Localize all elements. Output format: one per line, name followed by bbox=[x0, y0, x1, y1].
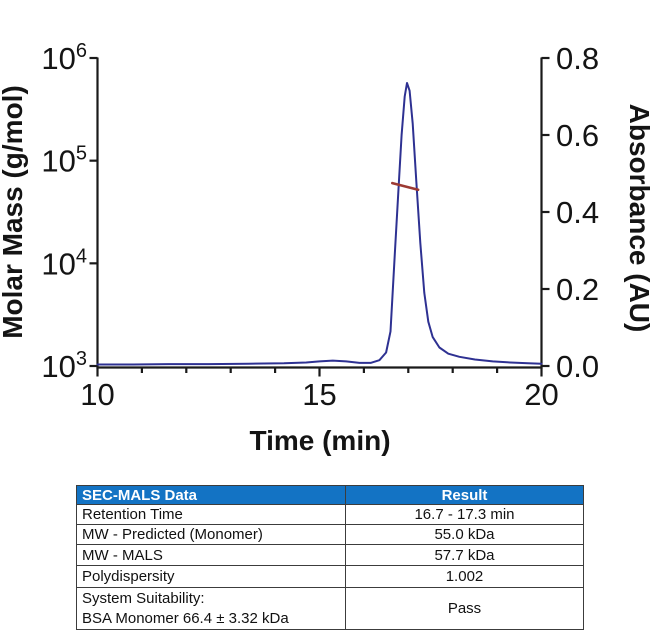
row-label-mw-predicted: MW - Predicted (Monomer) bbox=[76, 524, 346, 545]
left-axis-title: Molar Mass (g/mol) bbox=[0, 85, 28, 339]
row-result-system-suitability: Pass bbox=[345, 587, 584, 630]
table-row: Polydispersity 1.002 bbox=[76, 565, 584, 588]
table-header-row: SEC-MALS Data Result bbox=[76, 485, 584, 505]
mals-molar-mass-segment bbox=[391, 181, 420, 192]
right-axis-tick-label: 0.8 bbox=[556, 41, 599, 76]
table-header-parameter: SEC-MALS Data bbox=[76, 485, 346, 505]
uv-absorbance-trace bbox=[96, 82, 543, 366]
x-axis-tick-label: 20 bbox=[524, 377, 558, 412]
table-header-result: Result bbox=[345, 485, 584, 505]
left-axis-tick-label: 105 bbox=[41, 143, 87, 179]
right-axis-title: Absorbance (AU) bbox=[624, 104, 650, 333]
row-label-polydispersity: Polydispersity bbox=[76, 565, 346, 588]
system-suitability-line2: BSA Monomer 66.4 ± 3.32 kDa bbox=[82, 609, 289, 627]
right-axis-tick-label: 0.6 bbox=[556, 118, 599, 153]
row-result-mw-predicted: 55.0 kDa bbox=[345, 524, 584, 545]
x-axis-tick-label: 15 bbox=[302, 377, 336, 412]
row-label-retention-time: Retention Time bbox=[76, 504, 346, 525]
table-row: MW - Predicted (Monomer) 55.0 kDa bbox=[76, 524, 584, 545]
x-axis-tick-label: 10 bbox=[80, 377, 114, 412]
sec-mals-results-table: SEC-MALS Data Result Retention Time 16.7… bbox=[76, 485, 584, 630]
table-row: MW - MALS 57.7 kDa bbox=[76, 544, 584, 566]
right-axis-tick-label: 0.2 bbox=[556, 272, 599, 307]
left-axis-tick-label: 104 bbox=[41, 245, 87, 281]
right-axis-tick-label: 0.4 bbox=[556, 195, 599, 230]
axes-frame bbox=[96, 57, 543, 369]
row-label-mw-mals: MW - MALS bbox=[76, 544, 346, 566]
table-row: Retention Time 16.7 - 17.3 min bbox=[76, 504, 584, 525]
row-result-retention-time: 16.7 - 17.3 min bbox=[345, 504, 584, 525]
system-suitability-line1: System Suitability: bbox=[82, 589, 205, 607]
row-result-polydispersity: 1.002 bbox=[345, 565, 584, 588]
x-axis-title: Time (min) bbox=[249, 425, 390, 456]
row-label-system-suitability: System Suitability: BSA Monomer 66.4 ± 3… bbox=[76, 587, 346, 630]
row-result-mw-mals: 57.7 kDa bbox=[345, 544, 584, 566]
right-axis-tick-label: 0.0 bbox=[556, 349, 599, 384]
table-row: System Suitability: BSA Monomer 66.4 ± 3… bbox=[76, 587, 584, 630]
left-axis-tick-label: 106 bbox=[41, 40, 87, 76]
